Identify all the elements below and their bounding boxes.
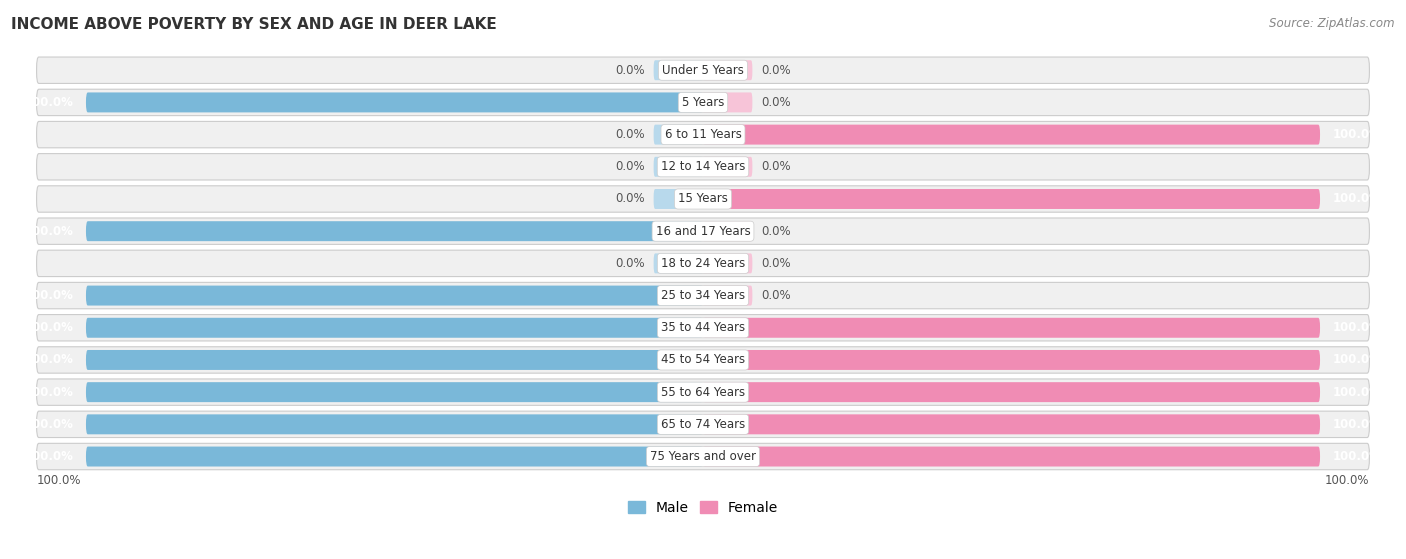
Text: 0.0%: 0.0% [614,160,644,173]
FancyBboxPatch shape [86,350,703,370]
FancyBboxPatch shape [37,282,1369,309]
Text: 100.0%: 100.0% [25,353,73,367]
Text: 100.0%: 100.0% [1333,450,1381,463]
FancyBboxPatch shape [37,379,1369,405]
FancyBboxPatch shape [654,189,703,209]
FancyBboxPatch shape [703,92,752,112]
Text: 6 to 11 Years: 6 to 11 Years [665,128,741,141]
Text: 100.0%: 100.0% [25,450,73,463]
FancyBboxPatch shape [86,286,703,306]
Text: 100.0%: 100.0% [25,289,73,302]
Text: 18 to 24 Years: 18 to 24 Years [661,257,745,270]
FancyBboxPatch shape [703,221,752,241]
Text: 65 to 74 Years: 65 to 74 Years [661,418,745,431]
Text: 0.0%: 0.0% [762,160,792,173]
FancyBboxPatch shape [703,60,752,80]
FancyBboxPatch shape [37,121,1369,148]
FancyBboxPatch shape [37,57,1369,83]
Text: 100.0%: 100.0% [1333,321,1381,334]
Text: INCOME ABOVE POVERTY BY SEX AND AGE IN DEER LAKE: INCOME ABOVE POVERTY BY SEX AND AGE IN D… [11,17,496,32]
FancyBboxPatch shape [37,443,1369,470]
Text: 16 and 17 Years: 16 and 17 Years [655,225,751,238]
Text: 100.0%: 100.0% [1333,128,1381,141]
Text: 0.0%: 0.0% [762,289,792,302]
FancyBboxPatch shape [37,411,1369,438]
Text: 0.0%: 0.0% [614,64,644,77]
FancyBboxPatch shape [86,318,703,338]
FancyBboxPatch shape [86,92,703,112]
FancyBboxPatch shape [703,189,1320,209]
Text: 75 Years and over: 75 Years and over [650,450,756,463]
Text: 0.0%: 0.0% [762,225,792,238]
FancyBboxPatch shape [703,286,752,306]
FancyBboxPatch shape [703,350,1320,370]
FancyBboxPatch shape [37,250,1369,277]
FancyBboxPatch shape [37,154,1369,180]
Text: 55 to 64 Years: 55 to 64 Years [661,386,745,399]
FancyBboxPatch shape [654,60,703,80]
Text: 5 Years: 5 Years [682,96,724,109]
FancyBboxPatch shape [37,218,1369,244]
Text: 0.0%: 0.0% [614,257,644,270]
Text: 100.0%: 100.0% [25,96,73,109]
FancyBboxPatch shape [86,221,703,241]
FancyBboxPatch shape [703,125,1320,145]
Text: 0.0%: 0.0% [762,96,792,109]
Text: 25 to 34 Years: 25 to 34 Years [661,289,745,302]
Text: 100.0%: 100.0% [25,386,73,399]
Text: 15 Years: 15 Years [678,192,728,206]
Text: 100.0%: 100.0% [1333,386,1381,399]
Text: 0.0%: 0.0% [614,128,644,141]
FancyBboxPatch shape [703,157,752,177]
FancyBboxPatch shape [37,89,1369,116]
FancyBboxPatch shape [703,253,752,273]
FancyBboxPatch shape [37,186,1369,212]
FancyBboxPatch shape [703,447,1320,467]
Text: Under 5 Years: Under 5 Years [662,64,744,77]
Text: 0.0%: 0.0% [614,192,644,206]
Text: 100.0%: 100.0% [25,321,73,334]
Text: 100.0%: 100.0% [1333,418,1381,431]
FancyBboxPatch shape [86,382,703,402]
Text: 0.0%: 0.0% [762,64,792,77]
Text: 100.0%: 100.0% [1324,474,1369,487]
Text: 100.0%: 100.0% [25,418,73,431]
Text: Source: ZipAtlas.com: Source: ZipAtlas.com [1270,17,1395,30]
FancyBboxPatch shape [86,414,703,434]
FancyBboxPatch shape [37,315,1369,341]
Text: 45 to 54 Years: 45 to 54 Years [661,353,745,367]
FancyBboxPatch shape [654,125,703,145]
Text: 12 to 14 Years: 12 to 14 Years [661,160,745,173]
Text: 0.0%: 0.0% [762,257,792,270]
Text: 100.0%: 100.0% [25,225,73,238]
Text: 100.0%: 100.0% [1333,353,1381,367]
FancyBboxPatch shape [37,347,1369,373]
FancyBboxPatch shape [654,253,703,273]
FancyBboxPatch shape [703,318,1320,338]
FancyBboxPatch shape [654,157,703,177]
FancyBboxPatch shape [86,447,703,467]
FancyBboxPatch shape [703,414,1320,434]
FancyBboxPatch shape [703,382,1320,402]
Legend: Male, Female: Male, Female [623,495,783,520]
Text: 100.0%: 100.0% [1333,192,1381,206]
Text: 100.0%: 100.0% [37,474,82,487]
Text: 35 to 44 Years: 35 to 44 Years [661,321,745,334]
